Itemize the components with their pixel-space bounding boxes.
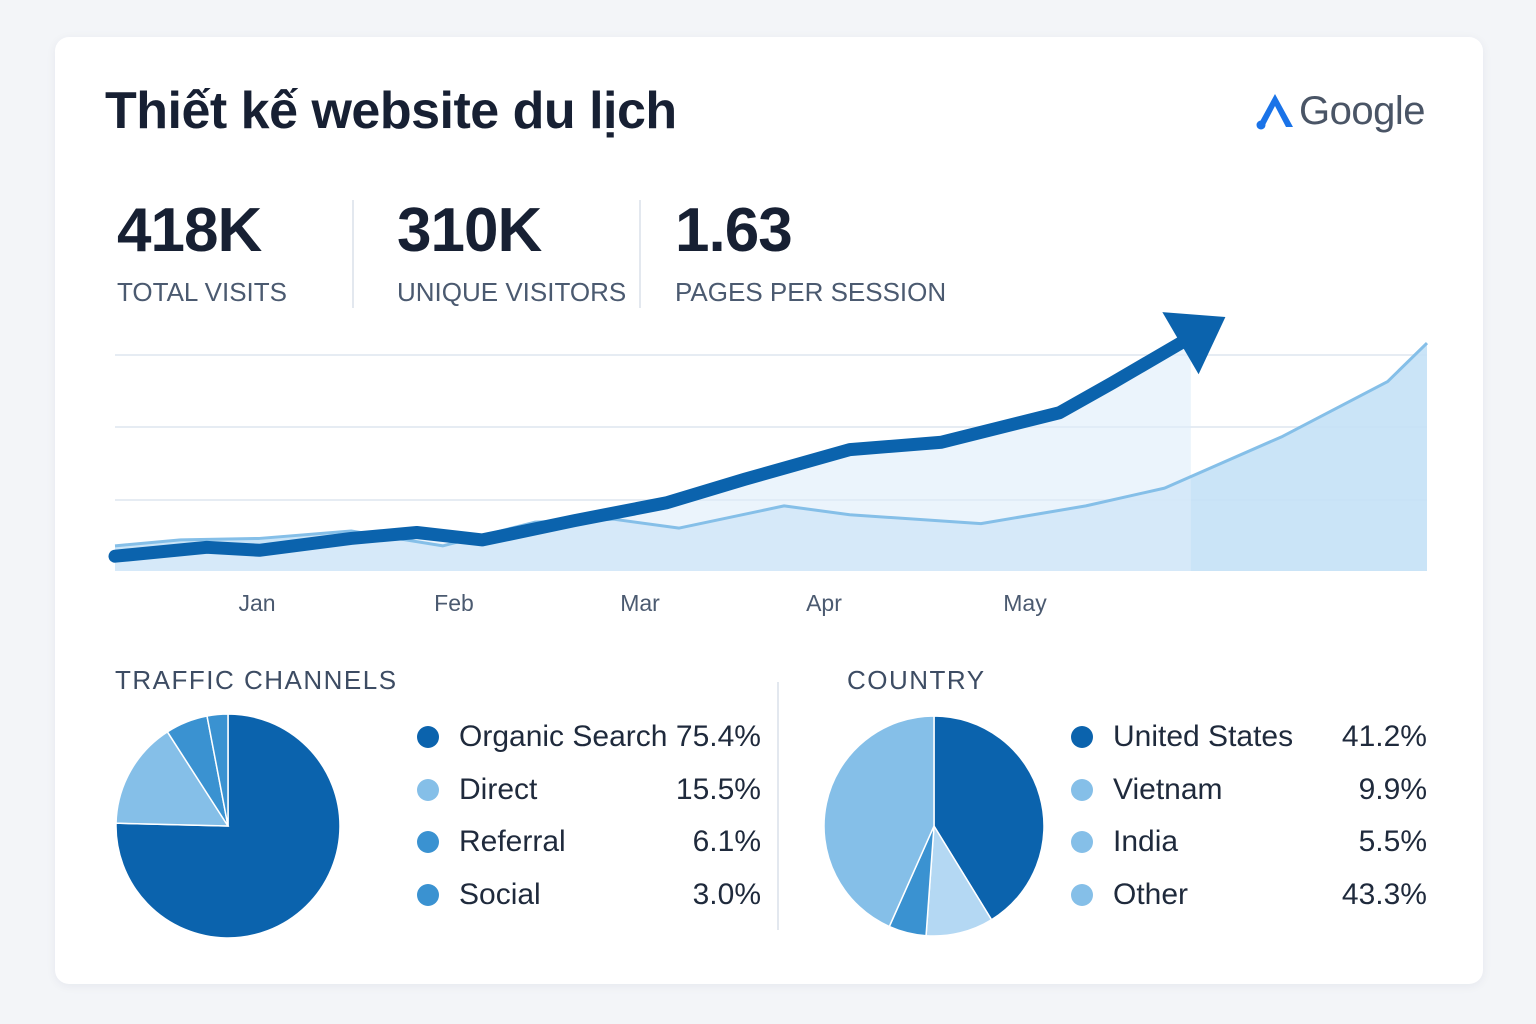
legend-swatch	[1071, 778, 1093, 801]
kpi-label: PAGES PER SESSION	[675, 277, 947, 307]
legend-item: Direct 15.5%	[417, 770, 761, 810]
country-title: COUNTRY	[847, 665, 986, 695]
legend-swatch	[1071, 883, 1093, 906]
legend-item: Organic Search 75.4%	[417, 717, 761, 757]
legend-item: India 5.5%	[1071, 822, 1427, 862]
ads-logo-icon	[1256, 94, 1293, 130]
x-tick-label: May	[1003, 590, 1047, 616]
legend-value: 75.4%	[675, 720, 761, 753]
kpi-divider	[352, 200, 354, 308]
legend-item: Social 3.0%	[417, 875, 761, 915]
kpi-label: TOTAL VISITS	[117, 277, 288, 307]
legend-item: United States 41.2%	[1071, 717, 1427, 757]
legend-item: Referral 6.1%	[417, 822, 761, 862]
series-line-primary	[108, 330, 1198, 563]
pie-slice	[933, 715, 1045, 921]
series-line-secondary	[114, 342, 1429, 548]
legend-label: United States	[1113, 720, 1294, 753]
kpi-value: 310K	[397, 196, 542, 265]
trend-arrow-icon	[1162, 312, 1226, 375]
legend-value: 5.5%	[1358, 825, 1427, 858]
legend-label: Referral	[459, 825, 566, 858]
kpi-pages-per-session: 1.63 PAGES PER SESSION	[675, 195, 946, 308]
page-title: Thiết kế website du lịch	[105, 82, 677, 140]
legend-swatch	[417, 726, 439, 748]
trend-chart: Jan Feb Mar Apr May	[108, 312, 1429, 616]
x-tick-label: Jan	[238, 590, 275, 616]
x-tick-label: Apr	[806, 590, 842, 616]
legend-label: Direct	[459, 772, 538, 806]
x-tick-label: Mar	[620, 590, 660, 616]
pie-slice	[115, 730, 230, 827]
legend-value: 3.0%	[692, 877, 761, 911]
area-fill-secondary	[115, 337, 1191, 571]
legend-swatch	[1071, 831, 1093, 853]
legend-value: 15.5%	[675, 772, 761, 806]
legend-swatch	[417, 831, 439, 853]
traffic-channels-legend: Organic Search 75.4% Direct 15.5% Referral 6.…	[417, 717, 761, 917]
legend-swatch	[1071, 726, 1093, 748]
legend-swatch	[417, 778, 439, 801]
logo-text: Google	[1299, 88, 1425, 133]
pie-slice	[823, 715, 935, 928]
legend-label: Vietnam	[1113, 772, 1223, 806]
kpi-total-visits: 418K TOTAL VISITS	[117, 195, 287, 308]
legend-label: Social	[459, 877, 541, 911]
legend-label: Organic Search	[459, 720, 668, 753]
legend-item: Other 43.3%	[1071, 875, 1427, 915]
pie-slice	[206, 713, 229, 827]
country-legend: United States 41.2% Vietnam 9.9% India 5.5% Ot…	[1071, 717, 1427, 917]
legend-value: 43.3%	[1341, 877, 1427, 911]
kpi-label: UNIQUE VISITORS	[397, 277, 627, 307]
legend-label: Other	[1113, 877, 1189, 911]
legend-item: Vietnam 9.9%	[1071, 770, 1427, 810]
kpi-divider	[639, 200, 641, 308]
legend-value: 41.2%	[1341, 720, 1427, 753]
legend-swatch	[417, 883, 439, 906]
x-tick-label: Feb	[434, 590, 474, 616]
kpi-value: 1.63	[675, 196, 793, 265]
kpi-unique-visitors: 310K UNIQUE VISITORS	[397, 195, 626, 308]
legend-label: India	[1113, 825, 1179, 858]
legend-value: 6.1%	[692, 825, 761, 858]
country-pie	[823, 715, 1045, 937]
legend-value: 9.9%	[1358, 772, 1427, 806]
analytics-card: Thiết kế website du lịch Google 418K TOT…	[55, 37, 1483, 984]
traffic-channels-title: TRAFFIC CHANNELS	[115, 665, 398, 695]
kpi-value: 418K	[117, 196, 262, 265]
google-logo: Google	[1253, 88, 1425, 134]
section-divider	[777, 682, 779, 930]
traffic-channels-pie	[115, 713, 341, 939]
